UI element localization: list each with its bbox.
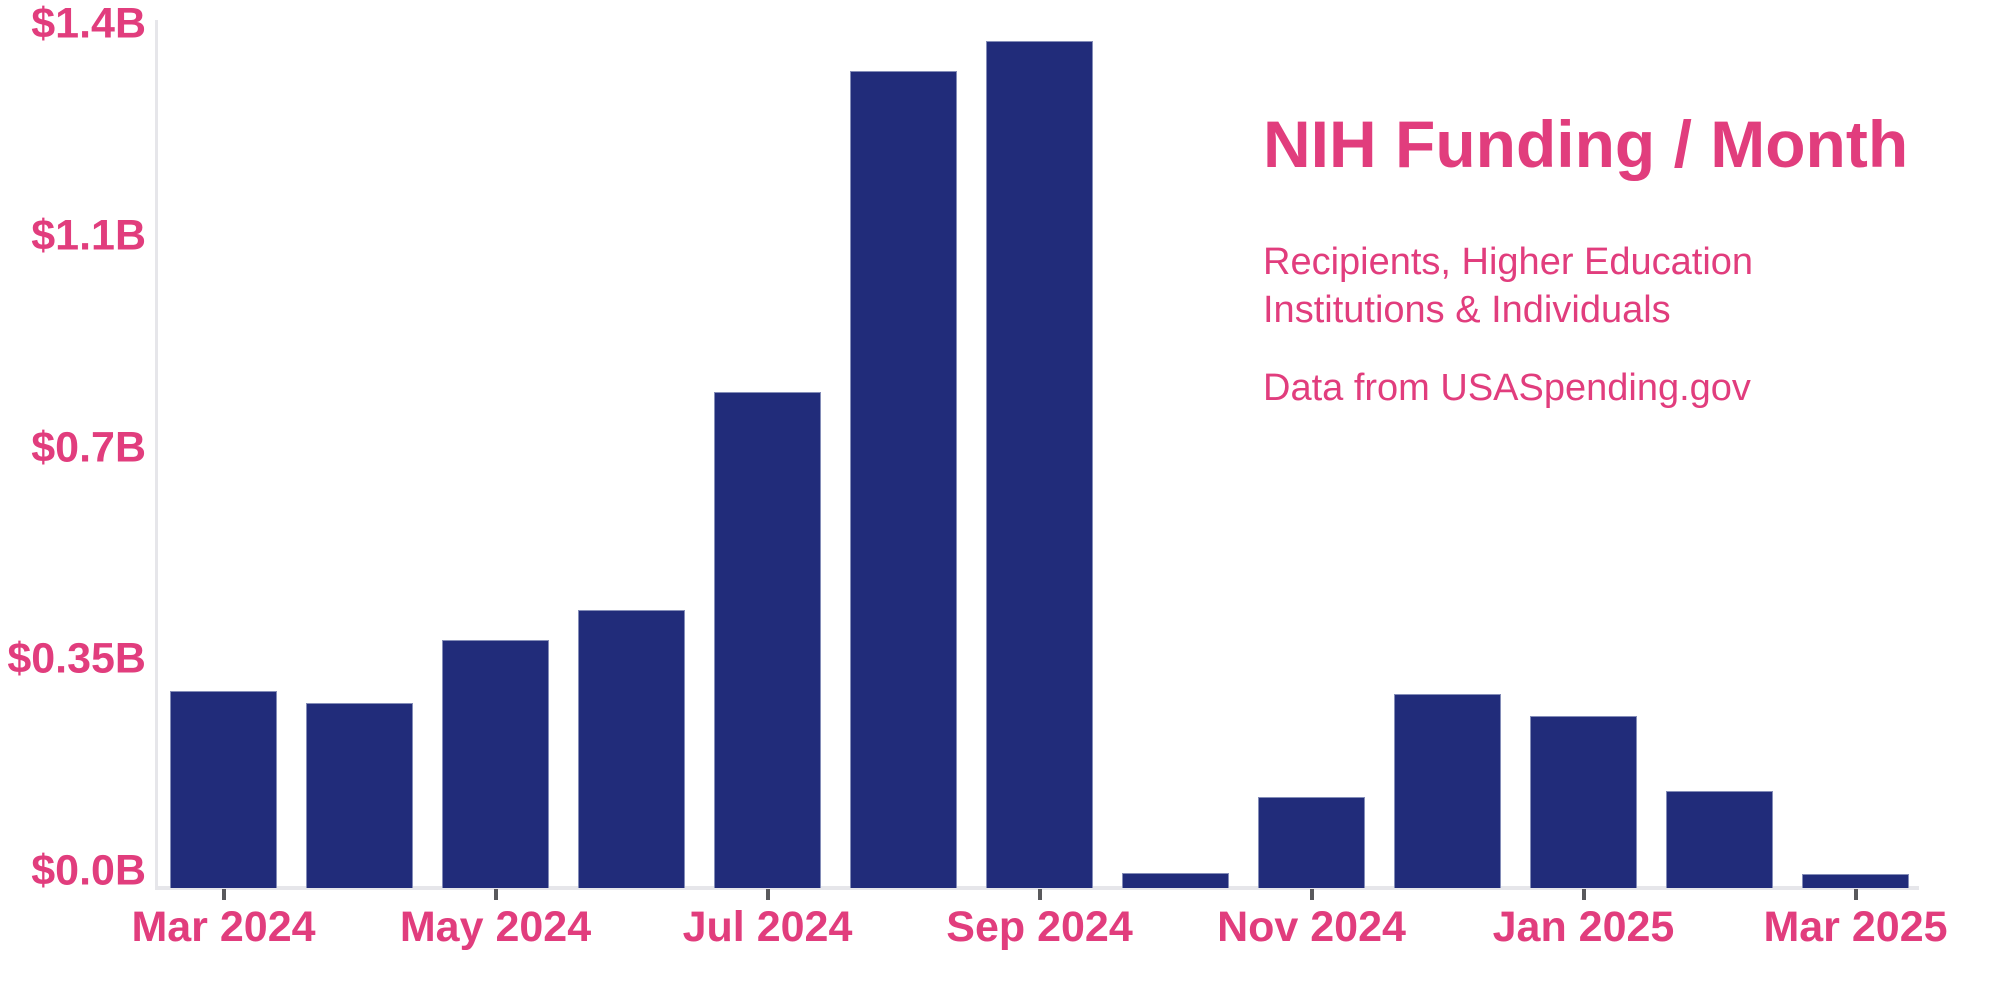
y-label--1-1b: $1.1B (31, 211, 146, 260)
x-axis-line (155, 886, 1919, 890)
x-tick-may-2024 (493, 889, 498, 900)
bar-may-2024 (442, 640, 549, 888)
x-tick-jul-2024 (765, 889, 770, 900)
x-label-sep-2024: Sep 2024 (946, 903, 1133, 951)
y-axis-line (155, 20, 158, 888)
bar-aug-2024 (850, 71, 957, 888)
x-label-may-2024: May 2024 (399, 903, 592, 951)
data-source: Data from USASpending.gov (1263, 367, 1751, 410)
bar-sep-2024 (986, 41, 1093, 888)
y-label--0-7b: $0.7B (31, 423, 146, 471)
bar-mar-2025 (1802, 874, 1909, 888)
x-tick-nov-2024 (1309, 889, 1314, 900)
x-tick-sep-2024 (1037, 889, 1042, 900)
chart-subtitle-line2: Institutions & Individuals (1263, 289, 1671, 332)
bar-mar-2024 (170, 691, 277, 888)
x-tick-mar-2024 (221, 889, 226, 900)
x-label-mar-2025: Mar 2025 (1763, 903, 1948, 951)
x-label-mar-2024: Mar 2024 (131, 903, 316, 951)
chart-title: NIH Funding / Month (1263, 107, 1909, 181)
bar-nov-2024 (1258, 797, 1365, 888)
y-label--1-4b: $1.4B (31, 0, 146, 48)
bar-jan-2025 (1530, 716, 1637, 888)
y-label--0-0b: $0.0B (31, 846, 146, 895)
x-label-jul-2024: Jul 2024 (682, 903, 853, 951)
bar-jul-2024 (714, 392, 821, 888)
bar-feb-2025 (1666, 791, 1773, 888)
x-label-nov-2024: Nov 2024 (1217, 903, 1406, 951)
annotation-block: NIH Funding / Month Recipients, Higher E… (1263, 107, 1923, 413)
x-tick-jan-2025 (1581, 889, 1586, 900)
chart-subtitle-line1: Recipients, Higher Education (1263, 241, 1754, 284)
bar-jun-2024 (578, 610, 685, 888)
x-label-jan-2025: Jan 2025 (1492, 903, 1675, 951)
bar-dec-2024 (1394, 694, 1501, 888)
bar-oct-2024 (1122, 873, 1229, 888)
x-tick-mar-2025 (1853, 889, 1858, 900)
y-label--0-35b: $0.35B (7, 634, 146, 683)
chart-subtitle: Recipients, Higher Education Institution… (1263, 239, 1923, 335)
bar-apr-2024 (306, 703, 413, 888)
